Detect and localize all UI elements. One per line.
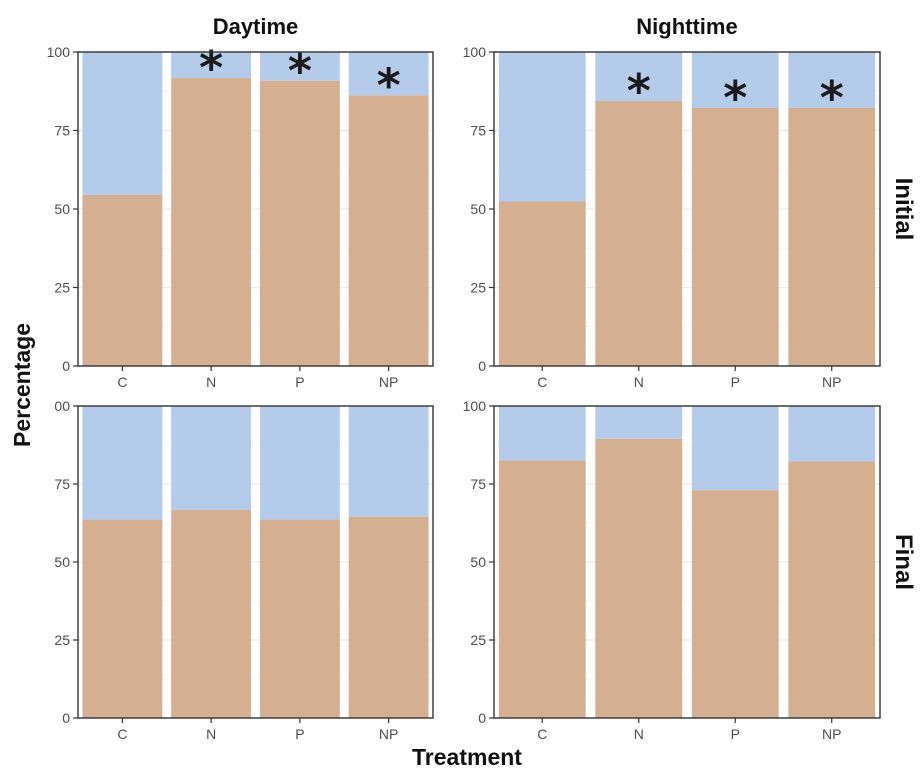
x-tick-label: C: [117, 374, 127, 390]
bar-lower-segment: [691, 107, 779, 366]
bar-upper-segment: [595, 52, 683, 101]
y-axis-title: Percentage: [9, 323, 35, 447]
bar-upper-segment: [691, 52, 779, 108]
x-tick-label: P: [295, 374, 304, 390]
bar-lower-segment: [691, 490, 779, 718]
x-tick-label: P: [731, 726, 740, 742]
x-axis-title: Treatment: [412, 744, 522, 770]
y-tick-label: 50: [54, 201, 70, 217]
y-tick-label: 25: [470, 280, 486, 296]
x-tick-label: NP: [379, 374, 398, 390]
bar-lower-segment: [171, 78, 252, 366]
significance-marker: *: [723, 71, 747, 125]
bar-upper-segment: [259, 52, 340, 81]
bar-lower-segment: [171, 509, 252, 718]
x-tick-label: C: [117, 726, 127, 742]
column-strip-label: Daytime: [213, 14, 299, 39]
bar-upper-segment: [788, 406, 876, 462]
bar-lower-segment: [259, 80, 340, 366]
row-strip-label: Initial: [890, 178, 917, 241]
x-tick-label: N: [206, 726, 216, 742]
bar-upper-segment: [498, 52, 586, 202]
bar-upper-segment: [595, 406, 683, 439]
bar-upper-segment: [171, 406, 252, 510]
y-tick-label: 0: [478, 710, 486, 726]
x-tick-label: NP: [822, 726, 841, 742]
bar-upper-segment: [171, 52, 252, 79]
bar-upper-segment: [348, 406, 429, 517]
y-tick-label: 100: [463, 398, 487, 414]
bar-lower-segment: [348, 516, 429, 718]
bar-lower-segment: [259, 519, 340, 718]
y-tick-label: 75: [54, 123, 70, 139]
y-tick-label: 0: [478, 358, 486, 374]
bar-lower-segment: [498, 460, 586, 718]
x-tick-label: NP: [822, 374, 841, 390]
bar-lower-segment: [498, 201, 586, 366]
y-tick-label: 25: [54, 280, 70, 296]
x-tick-label: C: [537, 726, 547, 742]
significance-marker: *: [627, 64, 651, 118]
bar-lower-segment: [788, 461, 876, 718]
bar-upper-segment: [82, 406, 163, 520]
x-tick-label: NP: [379, 726, 398, 742]
bar-lower-segment: [788, 107, 876, 366]
y-tick-label: 100: [463, 44, 487, 60]
y-tick-label: 75: [54, 476, 70, 492]
bar-upper-segment: [691, 406, 779, 491]
y-tick-label: 50: [54, 554, 70, 570]
bar-lower-segment: [82, 519, 163, 718]
significance-marker: *: [820, 71, 844, 125]
y-tick-label: 75: [470, 123, 486, 139]
bar-upper-segment: [82, 52, 163, 195]
x-tick-label: N: [206, 374, 216, 390]
x-tick-label: C: [537, 374, 547, 390]
bar-upper-segment: [788, 52, 876, 108]
bar-upper-segment: [259, 406, 340, 520]
significance-marker: *: [377, 58, 401, 112]
bar-lower-segment: [595, 100, 683, 366]
column-strip-label: Nighttime: [636, 14, 737, 39]
bar-lower-segment: [82, 194, 163, 366]
bar-lower-segment: [348, 95, 429, 366]
y-tick-label: 0: [62, 710, 70, 726]
significance-marker: *: [288, 44, 312, 98]
y-tick-label: 75: [470, 476, 486, 492]
bar-lower-segment: [595, 438, 683, 718]
bar-upper-segment: [498, 406, 586, 461]
y-tick-label: 00: [54, 398, 70, 414]
x-tick-label: P: [295, 726, 304, 742]
bar-upper-segment: [348, 52, 429, 96]
y-tick-label: 25: [54, 632, 70, 648]
y-tick-label: 0: [62, 358, 70, 374]
significance-marker: *: [199, 41, 223, 95]
y-tick-label: 50: [470, 201, 486, 217]
x-tick-label: P: [731, 374, 740, 390]
y-tick-label: 50: [470, 554, 486, 570]
y-tick-label: 25: [470, 632, 486, 648]
x-tick-label: N: [634, 726, 644, 742]
row-strip-label: Final: [890, 534, 917, 590]
y-tick-label: 100: [47, 44, 71, 60]
x-tick-label: N: [634, 374, 644, 390]
